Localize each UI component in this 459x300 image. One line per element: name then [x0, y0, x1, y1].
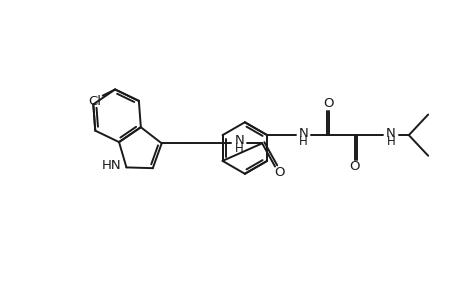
Text: H: H	[234, 142, 243, 155]
Text: O: O	[323, 97, 334, 110]
Text: HN: HN	[101, 159, 121, 172]
Text: N: N	[385, 127, 395, 140]
Text: O: O	[273, 166, 284, 179]
Text: H: H	[386, 135, 395, 148]
Text: Cl: Cl	[88, 95, 101, 108]
Text: H: H	[298, 135, 307, 148]
Text: O: O	[349, 160, 359, 173]
Text: N: N	[298, 127, 308, 140]
Text: N: N	[234, 134, 244, 147]
